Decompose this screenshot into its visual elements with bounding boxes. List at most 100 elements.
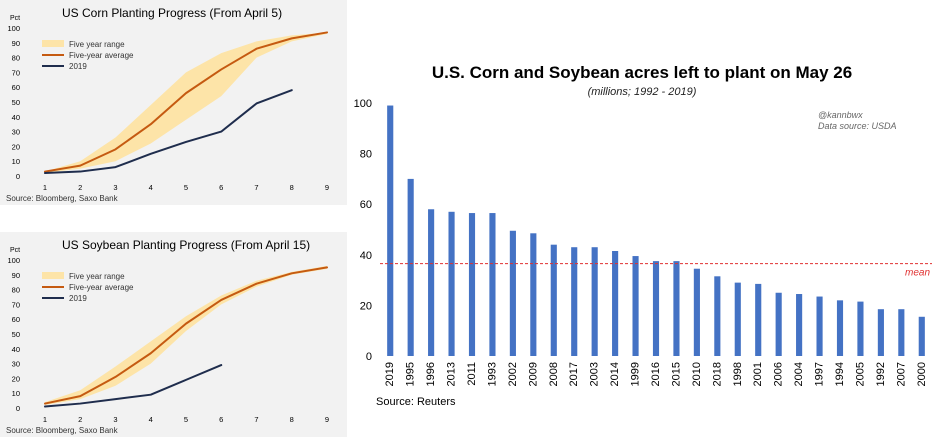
acres-bar xyxy=(407,178,414,356)
corn-xtick-label: 9 xyxy=(325,183,329,192)
acres-bar xyxy=(530,233,537,356)
acres-xtick-label: 1994 xyxy=(834,362,846,386)
corn-xtick-label: 6 xyxy=(219,183,223,192)
corn-progress-svg: US Corn Planting Progress (From April 5)… xyxy=(7,6,329,192)
acres-bar xyxy=(632,256,639,356)
acres-bar xyxy=(591,247,598,356)
corn-legend-label-1: 2019 xyxy=(69,62,87,71)
acres-xtick-label: 2015 xyxy=(670,362,682,386)
acres-ytick-label: 20 xyxy=(360,300,372,312)
acres-xtick-label: 2001 xyxy=(752,362,764,386)
soybean-ytick-label: 60 xyxy=(12,315,20,324)
acres-bar xyxy=(673,261,680,356)
corn-legend-swatch-range xyxy=(42,40,64,47)
corn-series-line-1 xyxy=(44,89,293,175)
soybean-ytick-label: 90 xyxy=(12,271,20,280)
soybean-range-band xyxy=(45,265,327,406)
acres-xtick-label: 1998 xyxy=(732,362,744,386)
corn-ytick-label: 20 xyxy=(12,142,20,151)
corn-xtick-label: 1 xyxy=(43,183,47,192)
acres-xtick-label: 2018 xyxy=(711,362,723,386)
corn-xtick-label: 3 xyxy=(113,183,117,192)
acres-left-chart: U.S. Corn and Soybean acres left to plan… xyxy=(352,40,936,410)
acres-ytick-label: 60 xyxy=(360,199,372,211)
acres-bar xyxy=(755,283,762,356)
acres-xtick-label: 1992 xyxy=(875,362,887,386)
soybean-legend-swatch-range xyxy=(42,272,64,279)
soybean-ytick-label: 50 xyxy=(12,330,20,339)
acres-bar xyxy=(918,316,925,356)
acres-xtick-label: 2005 xyxy=(854,362,866,386)
soybean-legend-label-range: Five year range xyxy=(69,272,125,281)
corn-xtick-label: 8 xyxy=(290,183,294,192)
acres-bar xyxy=(509,230,516,356)
acres-left-svg: U.S. Corn and Soybean acres left to plan… xyxy=(354,63,932,386)
corn-ytick-label: 60 xyxy=(12,83,20,92)
acres-ytick-label: 0 xyxy=(366,351,372,363)
acres-xtick-label: 2011 xyxy=(466,362,478,386)
acres-ytick-label: 80 xyxy=(360,149,372,161)
acres-source: Source: Reuters xyxy=(376,396,456,408)
corn-ytick-label: 10 xyxy=(12,157,20,166)
acres-xtick-label: 2017 xyxy=(568,362,580,386)
soybean-progress-chart: US Soybean Planting Progress (From April… xyxy=(0,232,347,437)
corn-xtick-label: 7 xyxy=(254,183,258,192)
acres-xtick-label: 2019 xyxy=(384,362,396,386)
soybean-progress-svg: US Soybean Planting Progress (From April… xyxy=(7,238,329,424)
acres-xtick-label: 2007 xyxy=(895,362,907,386)
corn-series-line-0 xyxy=(44,31,328,173)
acres-xtick-label: 2010 xyxy=(691,362,703,386)
acres-xtick-label: 2006 xyxy=(773,362,785,386)
soybean-series-line-1 xyxy=(44,364,223,408)
acres-xtick-label: 2014 xyxy=(609,362,621,386)
acres-bar xyxy=(816,296,823,356)
soybean-ytick-label: 0 xyxy=(16,404,20,413)
acres-xtick-label: 2009 xyxy=(527,362,539,386)
acres-bar xyxy=(571,247,578,356)
acres-bar xyxy=(428,209,435,356)
acres-xtick-label: 2016 xyxy=(650,362,662,386)
corn-ytick-label: 70 xyxy=(12,68,20,77)
acres-xtick-label: 2013 xyxy=(446,362,458,386)
corn-ytick-label: 50 xyxy=(12,98,20,107)
acres-xtick-label: 1993 xyxy=(486,362,498,386)
corn-legend-label-0: Five-year average xyxy=(69,51,134,60)
acres-ytick-label: 100 xyxy=(354,98,372,110)
corn-progress-chart: US Corn Planting Progress (From April 5)… xyxy=(0,0,347,205)
acres-title: U.S. Corn and Soybean acres left to plan… xyxy=(432,63,852,82)
corn-xtick-label: 5 xyxy=(184,183,188,192)
acres-xtick-label: 2004 xyxy=(793,362,805,386)
acres-bar xyxy=(612,251,619,356)
acres-bar xyxy=(796,294,803,356)
soybean-xtick-label: 9 xyxy=(325,415,329,424)
acres-xtick-label: 1996 xyxy=(425,362,437,386)
soybean-legend-label-0: Five-year average xyxy=(69,283,134,292)
soybean-ylabel: Pct xyxy=(10,247,20,254)
soybean-ytick-label: 80 xyxy=(12,286,20,295)
soybean-xtick-label: 4 xyxy=(149,415,153,424)
acres-bar xyxy=(550,244,557,356)
soybean-xtick-label: 5 xyxy=(184,415,188,424)
acres-bar xyxy=(652,261,660,356)
corn-ytick-label: 80 xyxy=(12,54,20,63)
acres-xtick-label: 1999 xyxy=(630,362,642,386)
soybean-xtick-label: 2 xyxy=(78,415,82,424)
soybean-ytick-label: 70 xyxy=(12,300,20,309)
acres-bar xyxy=(775,292,782,356)
corn-title: US Corn Planting Progress (From April 5) xyxy=(62,6,282,20)
acres-bar xyxy=(489,213,496,356)
corn-range-band xyxy=(45,32,327,174)
acres-bar xyxy=(734,282,741,356)
corn-source: Source: Bloomberg, Saxo Bank xyxy=(6,194,118,203)
soybean-ytick-label: 10 xyxy=(12,389,20,398)
soybean-legend-label-1: 2019 xyxy=(69,294,87,303)
soybean-xtick-label: 6 xyxy=(219,415,223,424)
soybean-xtick-label: 1 xyxy=(43,415,47,424)
soybean-title: US Soybean Planting Progress (From April… xyxy=(62,238,310,252)
soybean-source: Source: Bloomberg, Saxo Bank xyxy=(6,426,118,435)
corn-ylabel: Pct xyxy=(10,15,20,22)
acres-xtick-label: 2000 xyxy=(916,362,928,386)
corn-xtick-label: 2 xyxy=(78,183,82,192)
acres-bar xyxy=(693,268,700,356)
corn-legend-label-range: Five year range xyxy=(69,40,125,49)
